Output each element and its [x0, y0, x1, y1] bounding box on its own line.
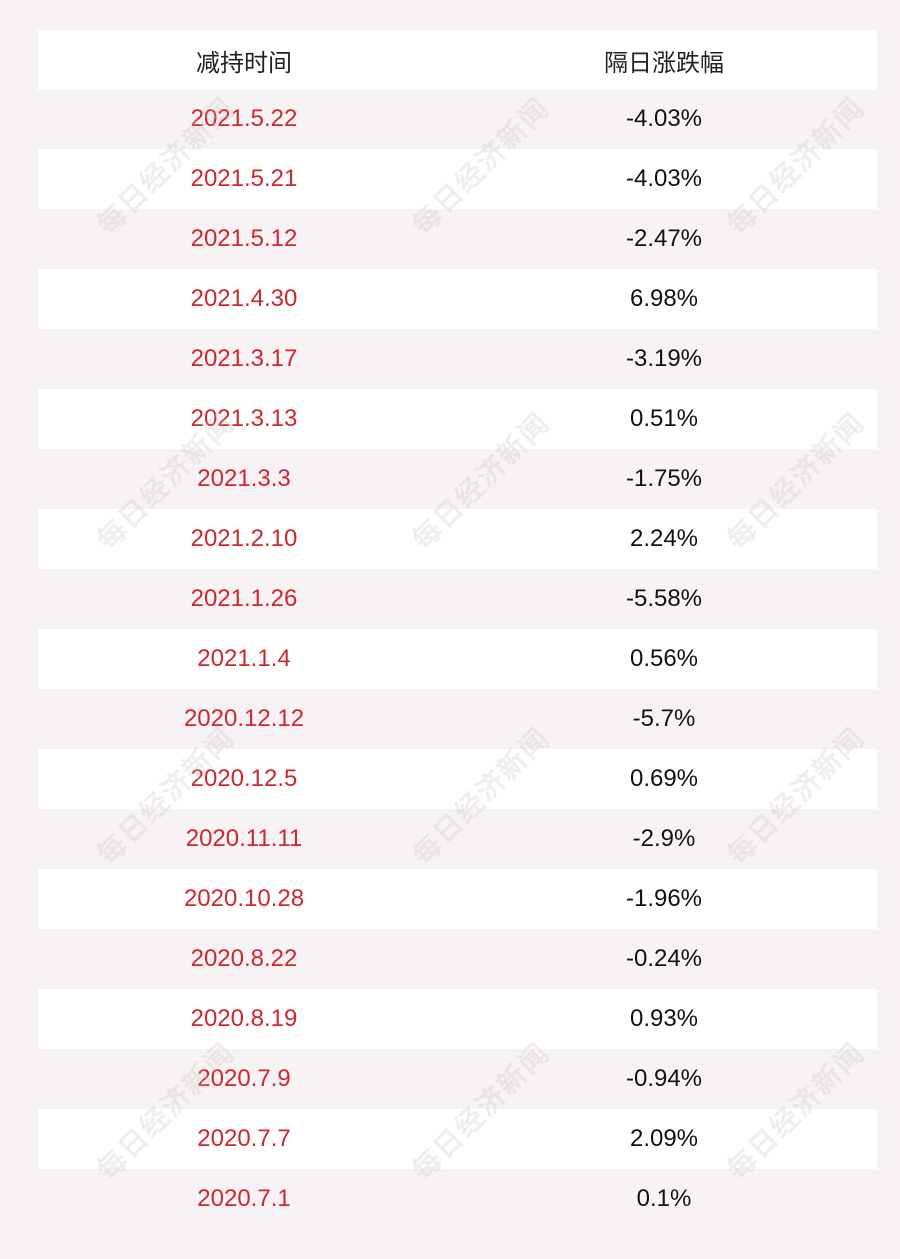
date-cell: 2021.3.17 — [190, 345, 298, 372]
change-cell: 6.98% — [629, 285, 699, 312]
date-cell: 2021.5.21 — [190, 165, 298, 192]
header-row: 减持时间 隔日涨跌幅 — [38, 30, 877, 90]
change-cell: 0.93% — [629, 1005, 699, 1032]
table-row: 2020.7.7 2.09% — [38, 1109, 877, 1169]
change-cell: -3.19% — [625, 345, 703, 372]
table-row: 2020.11.11 -2.9% — [38, 809, 877, 869]
change-cell: -4.03% — [625, 165, 703, 192]
table-row: 2021.3.13 0.51% — [38, 389, 877, 449]
table-row: 2020.12.5 0.69% — [38, 749, 877, 809]
date-cell: 2021.5.22 — [190, 105, 298, 132]
table-row: 2020.12.12 -5.7% — [38, 689, 877, 749]
table-row: 2021.5.22 -4.03% — [38, 89, 877, 149]
date-cell: 2021.4.30 — [190, 285, 298, 312]
table-row: 2021.5.21 -4.03% — [38, 149, 877, 209]
change-cell: 0.51% — [629, 405, 699, 432]
table-row: 2020.7.9 -0.94% — [38, 1049, 877, 1109]
change-cell: 2.24% — [629, 525, 699, 552]
change-cell: 2.09% — [629, 1125, 699, 1152]
change-cell: -1.96% — [625, 885, 703, 912]
date-cell: 2021.2.10 — [190, 525, 298, 552]
date-cell: 2020.12.12 — [183, 705, 305, 732]
table-row: 2021.3.17 -3.19% — [38, 329, 877, 389]
table-row: 2021.3.3 -1.75% — [38, 449, 877, 509]
change-cell: -0.94% — [625, 1065, 703, 1092]
date-cell: 2020.10.28 — [183, 885, 305, 912]
change-cell: -5.58% — [625, 585, 703, 612]
change-cell: -2.9% — [632, 825, 696, 852]
table-row: 2021.1.26 -5.58% — [38, 569, 877, 629]
change-cell: 0.1% — [636, 1185, 692, 1212]
change-cell: -5.7% — [632, 705, 696, 732]
date-cell: 2021.1.26 — [190, 585, 298, 612]
header-cell: 隔日涨跌幅 — [604, 49, 724, 77]
table-row: 2020.10.28 -1.96% — [38, 869, 877, 929]
date-cell: 2021.5.12 — [190, 225, 298, 252]
date-cell: 2021.1.4 — [197, 645, 291, 672]
table-row: 2020.8.19 0.93% — [38, 989, 877, 1049]
change-cell: 0.56% — [629, 645, 699, 672]
table-row: 2020.8.22 -0.24% — [38, 929, 877, 989]
change-cell: -4.03% — [625, 105, 703, 132]
table-row: 2021.2.10 2.24% — [38, 509, 877, 569]
table-row: 2021.5.12 -2.47% — [38, 209, 877, 269]
change-cell: -2.47% — [625, 225, 703, 252]
change-cell: -1.75% — [625, 465, 703, 492]
date-cell: 2020.7.7 — [197, 1125, 291, 1152]
date-cell: 2020.8.19 — [190, 1005, 298, 1032]
date-cell: 2020.12.5 — [190, 765, 298, 792]
table-row: 2021.4.30 6.98% — [38, 269, 877, 329]
table-row: 2021.1.4 0.56% — [38, 629, 877, 689]
date-cell: 2020.11.11 — [185, 825, 303, 852]
date-cell: 2021.3.3 — [197, 465, 291, 492]
date-cell: 2020.8.22 — [190, 945, 298, 972]
change-cell: -0.24% — [625, 945, 703, 972]
header-cell: 减持时间 — [196, 49, 292, 77]
table-row: 2020.7.1 0.1% — [38, 1169, 877, 1229]
change-cell: 0.69% — [629, 765, 699, 792]
date-cell: 2020.7.1 — [197, 1185, 291, 1212]
date-cell: 2020.7.9 — [197, 1065, 291, 1092]
date-cell: 2021.3.13 — [190, 405, 298, 432]
